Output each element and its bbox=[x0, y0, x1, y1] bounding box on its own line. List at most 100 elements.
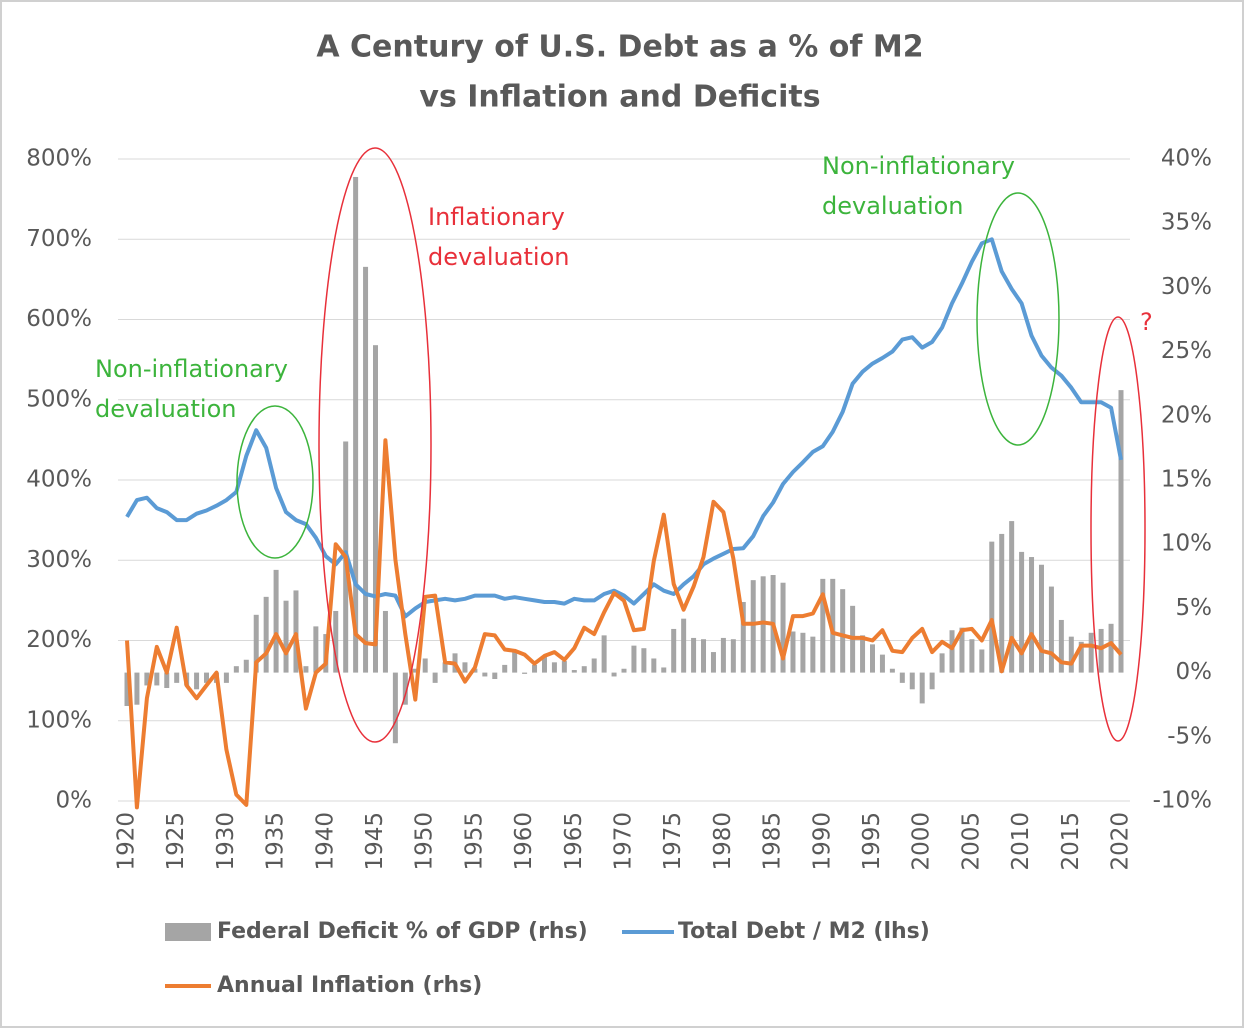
bar bbox=[889, 668, 895, 673]
y-tick-label: 500% bbox=[26, 386, 92, 412]
y2-tick-label: -10% bbox=[1153, 788, 1212, 814]
y2-tick-label: 25% bbox=[1161, 338, 1212, 364]
x-tick-label: 1960 bbox=[511, 812, 537, 871]
bar bbox=[691, 637, 697, 673]
y2-tick-label: 10% bbox=[1161, 531, 1212, 557]
bar bbox=[1098, 628, 1104, 673]
legend-label: Federal Deficit % of GDP (rhs) bbox=[217, 919, 588, 944]
annotation: Non-inflationary bbox=[822, 152, 1015, 180]
bar bbox=[989, 541, 995, 673]
legend-label: Total Debt / M2 (lhs) bbox=[678, 919, 930, 944]
bar bbox=[134, 672, 140, 705]
x-tick-label: 2010 bbox=[1008, 812, 1034, 871]
ellipse bbox=[1090, 316, 1146, 742]
x-tick-label: 1930 bbox=[213, 812, 239, 871]
bar bbox=[740, 601, 746, 673]
y2-tick-label: 35% bbox=[1161, 210, 1212, 236]
bar bbox=[273, 569, 279, 673]
bar bbox=[1108, 623, 1114, 673]
y-tick-label: 200% bbox=[26, 627, 92, 653]
ticks: 0% 100% 200% 300% 400% 500% 600% 700% 800% -10% -5… bbox=[26, 146, 1212, 871]
y2-tick-label: 0% bbox=[1176, 659, 1213, 685]
chart-title: vs Inflation and Deficits bbox=[419, 80, 820, 115]
bar bbox=[1058, 619, 1064, 673]
y-tick-label: 700% bbox=[26, 226, 92, 252]
bar bbox=[482, 672, 488, 677]
y-tick-label: 800% bbox=[26, 146, 92, 172]
ellipse bbox=[236, 405, 314, 559]
bar bbox=[382, 610, 388, 673]
legend-swatch bbox=[165, 923, 211, 941]
bar bbox=[1068, 636, 1074, 673]
annotations: Non-inflationary devaluation Inflationary d… bbox=[95, 152, 1153, 423]
bar bbox=[929, 672, 935, 690]
bar bbox=[541, 655, 547, 673]
bar bbox=[233, 666, 239, 673]
bar bbox=[1019, 551, 1025, 673]
bar bbox=[750, 580, 756, 673]
bar bbox=[919, 672, 925, 704]
bar bbox=[1078, 641, 1084, 673]
bar bbox=[1118, 390, 1124, 673]
y2-tick-label: 20% bbox=[1161, 402, 1212, 428]
bar bbox=[810, 636, 816, 673]
line bbox=[125, 438, 1123, 810]
x-tick-label: 1950 bbox=[412, 812, 438, 871]
bar bbox=[949, 630, 955, 673]
y2-tick-label: 30% bbox=[1161, 274, 1212, 300]
annotation: Non-inflationary bbox=[95, 355, 288, 383]
bar bbox=[363, 266, 369, 673]
bar bbox=[522, 672, 528, 674]
bar bbox=[959, 627, 965, 673]
bar bbox=[512, 649, 518, 673]
y-tick-label: 400% bbox=[26, 467, 92, 493]
bar bbox=[939, 653, 945, 673]
bar bbox=[1048, 586, 1054, 673]
bar bbox=[263, 596, 269, 673]
x-tick-label: 2005 bbox=[958, 812, 984, 871]
bar bbox=[860, 635, 866, 673]
x-tick-label: 1935 bbox=[263, 812, 289, 871]
bar bbox=[611, 672, 617, 677]
bar bbox=[1038, 564, 1044, 673]
bar bbox=[462, 662, 468, 673]
bar bbox=[840, 589, 846, 673]
x-tick-label: 1990 bbox=[809, 812, 835, 871]
x-tick-label: 1940 bbox=[312, 812, 338, 871]
bar bbox=[780, 582, 786, 673]
x-tick-label: 1970 bbox=[611, 812, 637, 871]
x-tick-label: 1975 bbox=[660, 812, 686, 871]
annotation: devaluation bbox=[95, 395, 236, 423]
bar bbox=[333, 610, 339, 673]
y2-tick-label: 40% bbox=[1161, 146, 1212, 172]
bar bbox=[1029, 557, 1035, 673]
bar bbox=[909, 672, 915, 690]
lines bbox=[125, 237, 1123, 810]
y2-tick-label: 15% bbox=[1161, 467, 1212, 493]
x-tick-label: 1995 bbox=[859, 812, 885, 871]
x-tick-label: 1920 bbox=[114, 812, 140, 871]
x-tick-label: 1965 bbox=[561, 812, 587, 871]
ellipse bbox=[976, 192, 1060, 446]
bar bbox=[899, 672, 905, 683]
bar bbox=[800, 632, 806, 673]
annotation: devaluation bbox=[822, 192, 963, 220]
bar bbox=[492, 672, 498, 680]
bar bbox=[253, 614, 259, 673]
bar bbox=[243, 659, 249, 673]
bar bbox=[442, 662, 448, 673]
bar bbox=[651, 658, 657, 673]
bar bbox=[681, 618, 687, 673]
bar bbox=[392, 672, 398, 744]
bar bbox=[571, 670, 577, 673]
bar bbox=[373, 345, 378, 673]
bar bbox=[561, 661, 567, 673]
annotation: ? bbox=[1140, 308, 1153, 336]
x-tick-label: 1980 bbox=[710, 812, 736, 871]
bar bbox=[701, 639, 707, 673]
bar bbox=[790, 631, 796, 673]
bar bbox=[969, 639, 975, 673]
bar bbox=[422, 658, 428, 673]
ellipse bbox=[318, 147, 432, 743]
